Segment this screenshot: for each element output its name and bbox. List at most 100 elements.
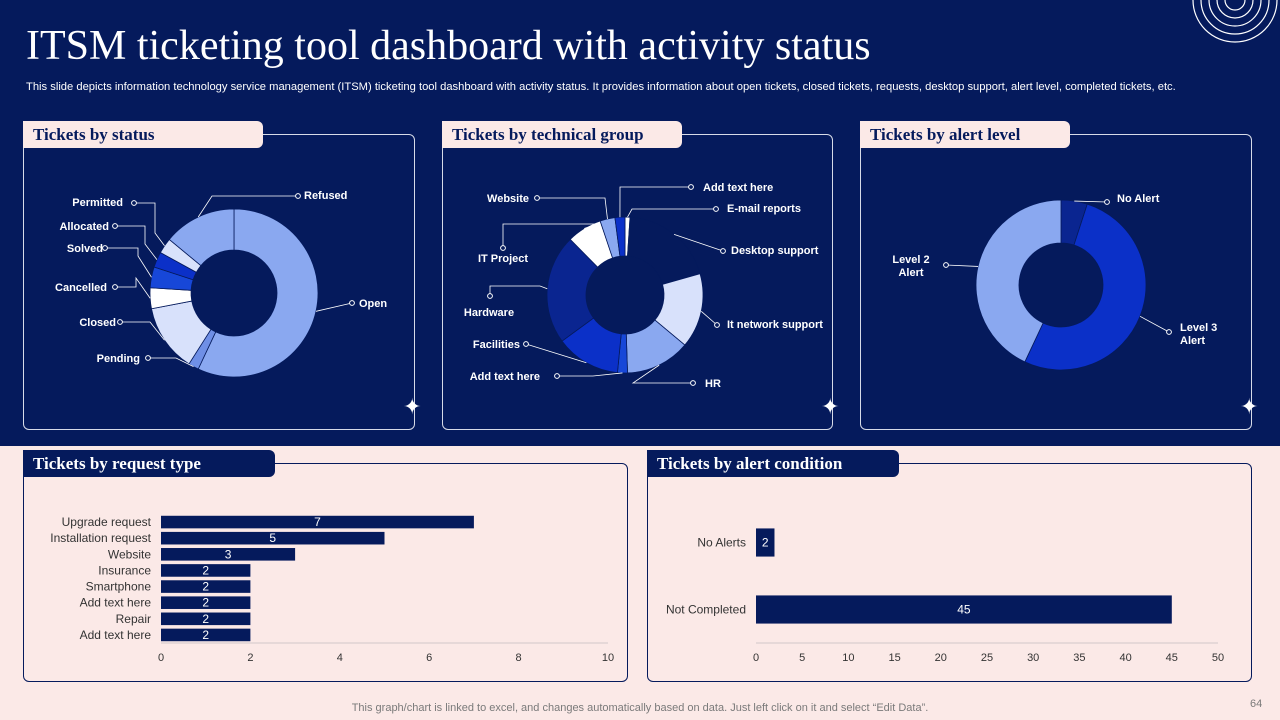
concentric-arcs-decoration <box>1192 0 1278 43</box>
status-leader-line <box>115 225 158 260</box>
technical-leader-dot <box>487 293 493 299</box>
technical-label-add-text-here: Add text here <box>703 182 773 194</box>
page-number: 64 <box>1250 698 1263 710</box>
status-label-pending: Pending <box>97 353 140 365</box>
alert_level-leader-dot <box>943 262 949 268</box>
technical-leader-dot <box>523 341 529 347</box>
status-label-open: Open <box>359 298 387 310</box>
alert_condition-x-tick-label: 0 <box>753 652 759 664</box>
alert_level-slice-level-2-alert <box>975 199 1062 363</box>
technical-leader-line <box>701 310 718 326</box>
request_type-data-label: 7 <box>314 515 321 529</box>
request_type-bar-add-text-here <box>161 628 251 642</box>
request_type-data-label: 3 <box>225 547 232 561</box>
sparkle-icon: ✦ <box>1240 394 1259 419</box>
alert_condition-x-tick-label: 20 <box>935 652 947 664</box>
status-label-allocated: Allocated <box>59 221 109 233</box>
technical-leader-line <box>557 372 623 377</box>
technical-leader-dot <box>554 373 560 379</box>
technical-leader-dot <box>534 195 540 201</box>
request_type-data-label: 2 <box>202 563 209 577</box>
technical-label-e-mail-reports: E-mail reports <box>727 203 801 215</box>
status-leader-dot <box>102 245 108 251</box>
request_type-category-label: Smartphone <box>86 580 152 594</box>
technical-leader-dot <box>713 206 719 212</box>
alert_level-leader-dot <box>1166 329 1172 335</box>
status-leader-dot <box>112 284 118 290</box>
alert_condition-data-label: 2 <box>762 536 769 550</box>
technical-leader-line <box>631 364 693 384</box>
status-leader-dot <box>112 223 118 229</box>
alert_condition-x-tick-label: 50 <box>1212 652 1224 664</box>
request_type-bar-add-text-here <box>161 596 251 609</box>
technical-leader-line <box>489 285 548 296</box>
technical-slice-hardware <box>546 238 599 342</box>
status-panel-title: Tickets by status <box>23 121 263 148</box>
technical-leader-dot <box>500 245 506 251</box>
technical-label-hr: HR <box>705 378 721 390</box>
technical-label-desktop-support: Desktop support <box>731 245 819 257</box>
technical-leader-line <box>525 343 587 364</box>
status-slice-refused <box>168 208 235 267</box>
page-title: ITSM ticketing tool dashboard with activ… <box>26 23 871 69</box>
request_type-x-tick-label: 0 <box>158 652 164 664</box>
request_type-bar-insurance <box>161 564 251 577</box>
alert_level-slice-level-3-alert <box>1024 203 1147 371</box>
request_type-x-tick-label: 6 <box>426 652 432 664</box>
alert_condition-x-tick-label: 35 <box>1073 652 1085 664</box>
technical-panel-title: Tickets by technical group <box>442 121 682 148</box>
technical-leader-line <box>537 197 608 220</box>
technical-leader-line <box>619 186 691 218</box>
technical-label-facilities: Facilities <box>473 339 520 351</box>
request_type-category-label: Insurance <box>98 563 151 577</box>
status-slice-open <box>197 208 319 378</box>
status-leader-dot <box>349 300 355 306</box>
request_type-bar-smartphone <box>161 580 251 593</box>
status-leader-line <box>115 276 151 299</box>
alert_level-label-level-2-alert: Alert <box>898 267 923 279</box>
status-label-solved: Solved <box>67 243 103 255</box>
technical-label-hardware: Hardware <box>464 307 514 319</box>
decor-ring <box>1224 0 1246 11</box>
request_type-bar-repair <box>161 612 251 626</box>
alert_condition-data-label: 45 <box>957 603 971 617</box>
alert_condition-x-tick-label: 30 <box>1027 652 1039 664</box>
technical-leader-dot <box>690 380 696 386</box>
request_type-category-label: Upgrade request <box>62 515 152 529</box>
status-leader-line <box>315 302 353 312</box>
request_type-x-tick-label: 8 <box>516 652 522 664</box>
alert_level-label-level-3-alert: Alert <box>1180 335 1205 347</box>
request_type-x-tick-label: 10 <box>602 652 614 664</box>
request_type-category-label: Repair <box>116 612 151 626</box>
alert_level-leader-dot <box>1104 199 1110 205</box>
status-leader-line <box>105 247 152 278</box>
request-type-panel-title: Tickets by request type <box>23 450 275 477</box>
decor-ring <box>1216 0 1254 19</box>
request_type-data-label: 5 <box>269 531 276 545</box>
technical-leader-line <box>627 208 716 218</box>
request_type-bar-website <box>161 548 296 561</box>
alert_condition-bar-not-completed <box>756 595 1172 624</box>
technical-leader-dot <box>720 248 726 254</box>
alert_condition-x-tick-label: 40 <box>1119 652 1131 664</box>
request_type-x-tick-label: 4 <box>337 652 343 664</box>
alert_level-leader-line <box>945 264 979 267</box>
status-leader-dot <box>117 319 123 325</box>
technical-leader-line <box>673 233 724 252</box>
sparkle-icon: ✦ <box>403 394 422 419</box>
technical-leader-line <box>502 223 598 248</box>
request_type-bar-upgrade-request <box>161 515 474 529</box>
status-label-cancelled: Cancelled <box>55 282 107 294</box>
status-leader-line <box>134 202 165 247</box>
technical-slice-add-text-here <box>614 216 626 257</box>
request_type-data-label: 2 <box>202 612 209 626</box>
alert_level-label-level-3-alert: Level 3 <box>1180 322 1217 334</box>
technical-leader-dot <box>714 322 720 328</box>
alert_level-label-no-alert: No Alert <box>1117 193 1160 205</box>
alert-level-panel-title: Tickets by alert level <box>860 121 1070 148</box>
status-leader-line <box>120 321 165 341</box>
alert_condition-x-tick-label: 5 <box>799 652 805 664</box>
alert_level-leader-line <box>1139 315 1170 333</box>
status-label-permitted: Permitted <box>72 197 123 209</box>
